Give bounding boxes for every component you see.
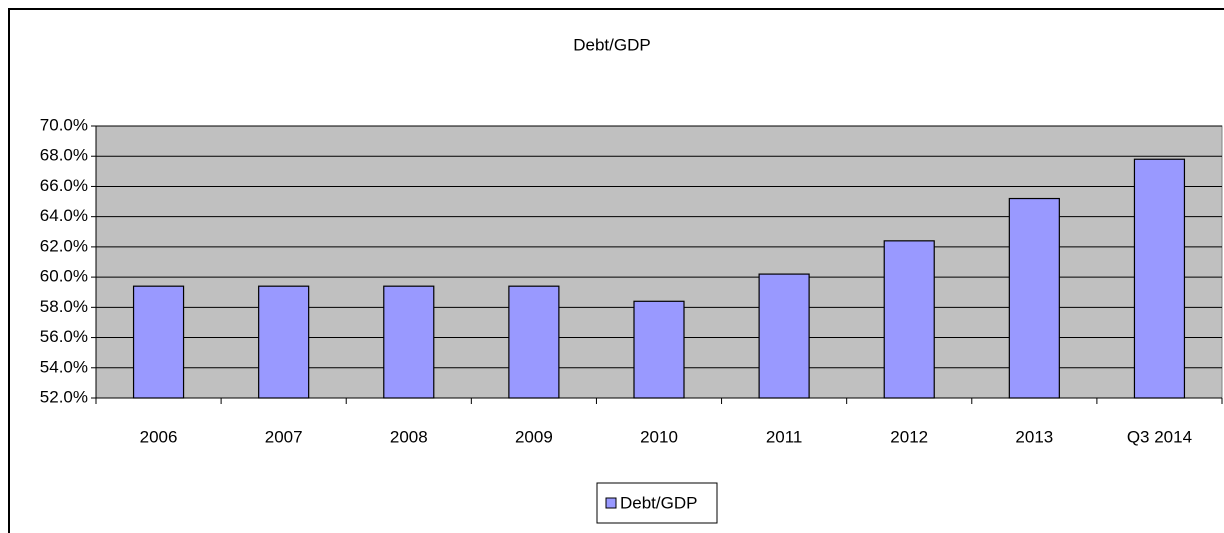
bar xyxy=(132,285,185,399)
bar xyxy=(633,300,685,399)
x-tick-label: 2009 xyxy=(515,427,553,446)
chart-title: Debt/GDP xyxy=(573,35,650,54)
y-tick-label: 52.0% xyxy=(40,387,88,406)
x-tick-label: 2008 xyxy=(390,427,428,446)
bar xyxy=(258,285,310,399)
y-tick-label: 70.0% xyxy=(40,115,88,134)
legend-label: Debt/GDP xyxy=(620,493,697,512)
y-tick-label: 64.0% xyxy=(40,206,88,225)
x-tick-label: Q3 2014 xyxy=(1127,427,1192,446)
bar xyxy=(883,240,935,399)
y-tick-label: 62.0% xyxy=(40,236,88,255)
x-tick-label: 2011 xyxy=(766,427,803,446)
chart-border xyxy=(8,8,1224,533)
y-tick-label: 54.0% xyxy=(40,357,88,376)
x-tick-label: 2006 xyxy=(140,427,178,446)
y-tick-label: 60.0% xyxy=(40,267,88,286)
y-tick-label: 68.0% xyxy=(40,146,88,165)
bar xyxy=(1008,197,1060,399)
x-tick-label: 2010 xyxy=(640,427,678,446)
y-tick-label: 58.0% xyxy=(40,297,88,316)
x-tick-label: 2013 xyxy=(1015,427,1053,446)
bar xyxy=(758,273,810,399)
x-tick-label: 2007 xyxy=(265,427,303,446)
y-tick-label: 66.0% xyxy=(40,176,88,195)
y-tick-label: 56.0% xyxy=(40,327,88,346)
bar xyxy=(383,285,435,399)
bar xyxy=(508,285,560,399)
bar xyxy=(1133,158,1186,399)
x-tick-label: 2012 xyxy=(890,427,928,446)
legend-swatch xyxy=(605,497,617,509)
legend-box xyxy=(596,482,718,524)
